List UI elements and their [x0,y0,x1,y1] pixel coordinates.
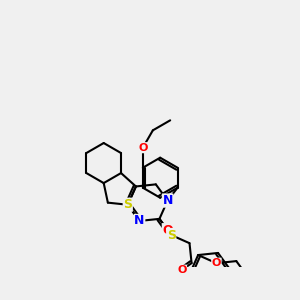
Text: S: S [167,229,176,242]
Text: O: O [212,258,221,268]
Text: O: O [138,143,148,153]
Text: S: S [123,198,132,211]
Text: N: N [162,194,173,207]
Text: O: O [177,265,187,275]
Text: O: O [162,224,173,237]
Text: N: N [134,214,145,227]
